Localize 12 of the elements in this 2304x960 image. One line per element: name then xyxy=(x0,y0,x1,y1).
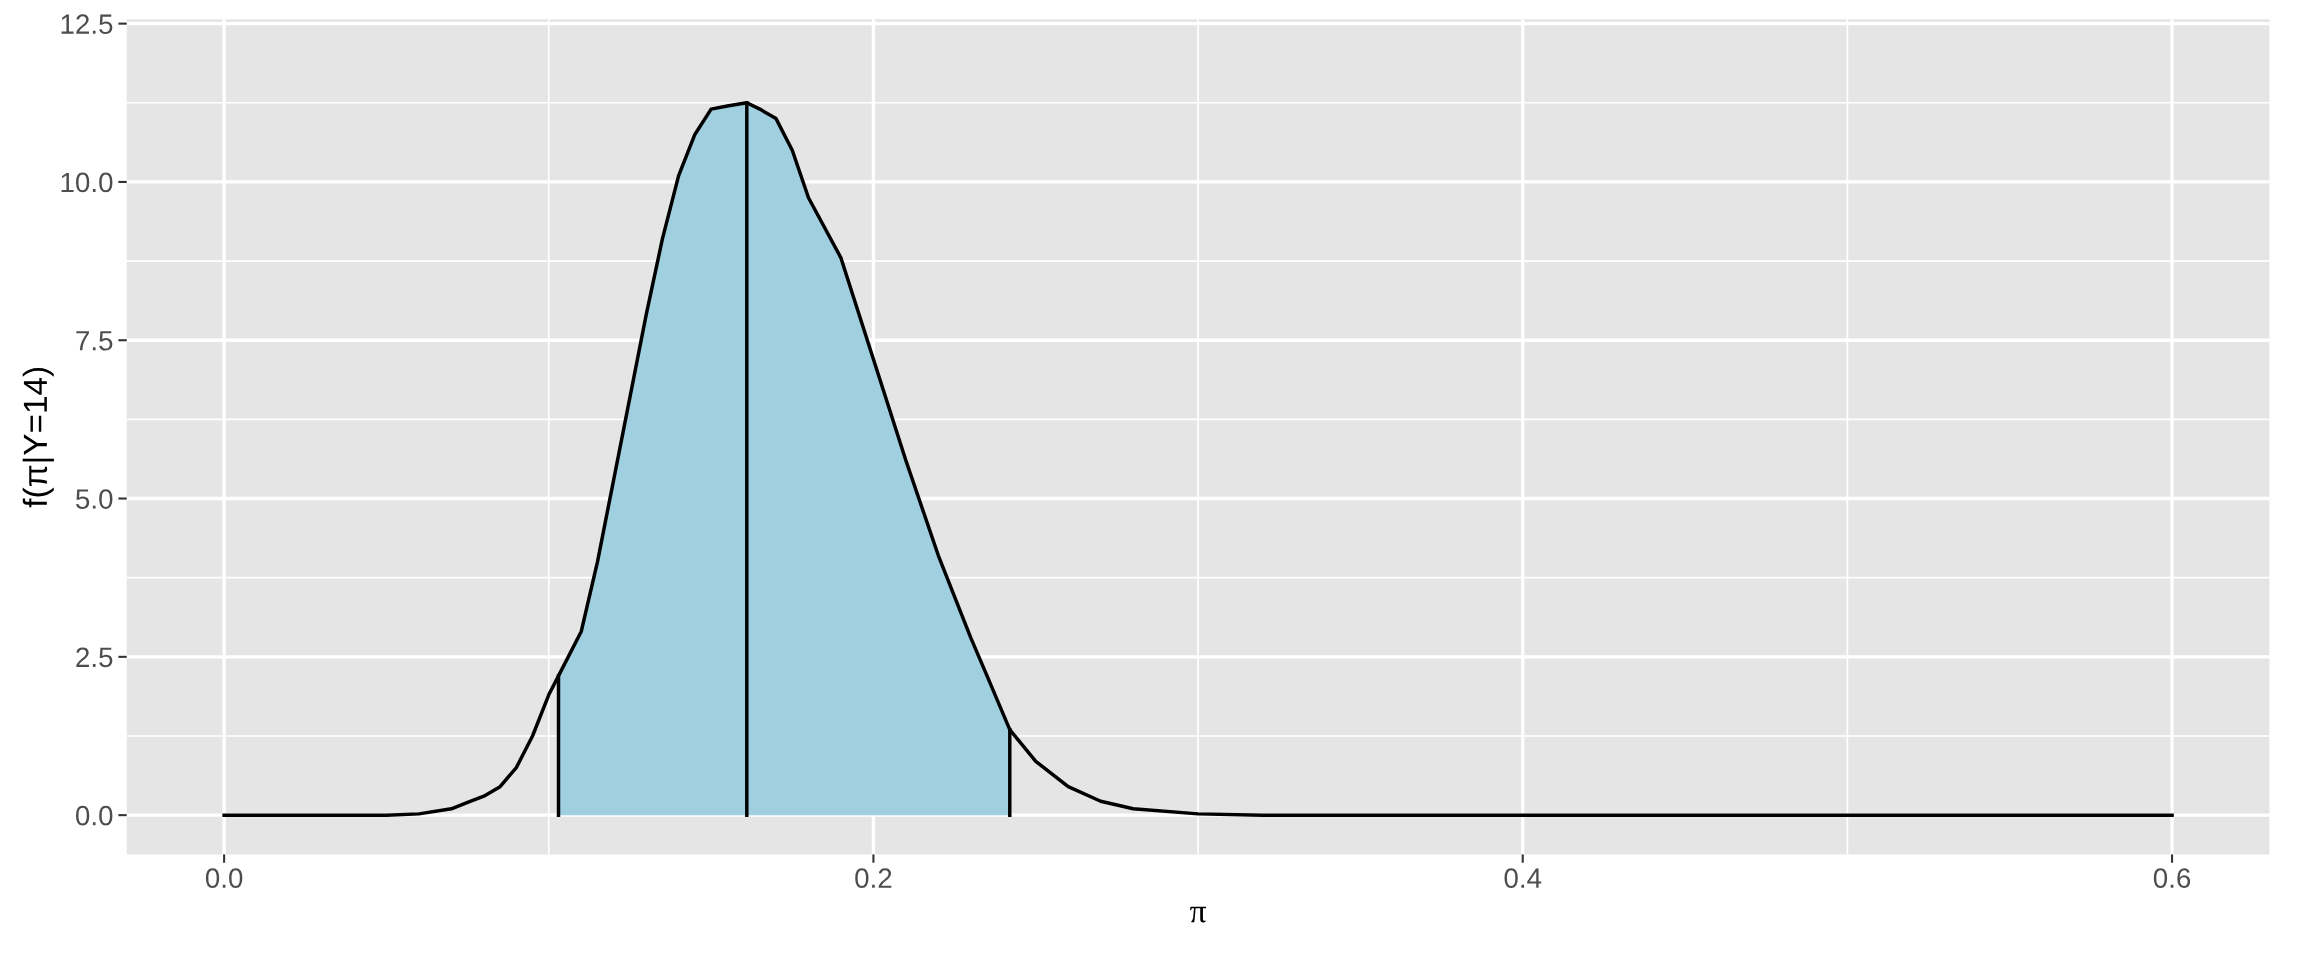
x-tick-label: 0.0 xyxy=(205,868,243,888)
y-tick-label: 0.0 xyxy=(76,805,113,826)
x-tick-label: 0.6 xyxy=(2153,868,2191,888)
x-tick-label: 0.4 xyxy=(1504,868,1542,888)
y-tick-label: 12.5 xyxy=(61,14,113,34)
x-axis-title: π xyxy=(1190,906,1206,923)
y-tick-label: 10.0 xyxy=(61,172,113,193)
y-tick-label: 5.0 xyxy=(76,489,113,509)
y-tick-label: 2.5 xyxy=(76,647,113,668)
y-tick-label: 7.5 xyxy=(76,331,113,351)
y-axis-title: f(π|Y=14) xyxy=(22,367,54,508)
x-tick-label: 0.2 xyxy=(855,868,892,888)
